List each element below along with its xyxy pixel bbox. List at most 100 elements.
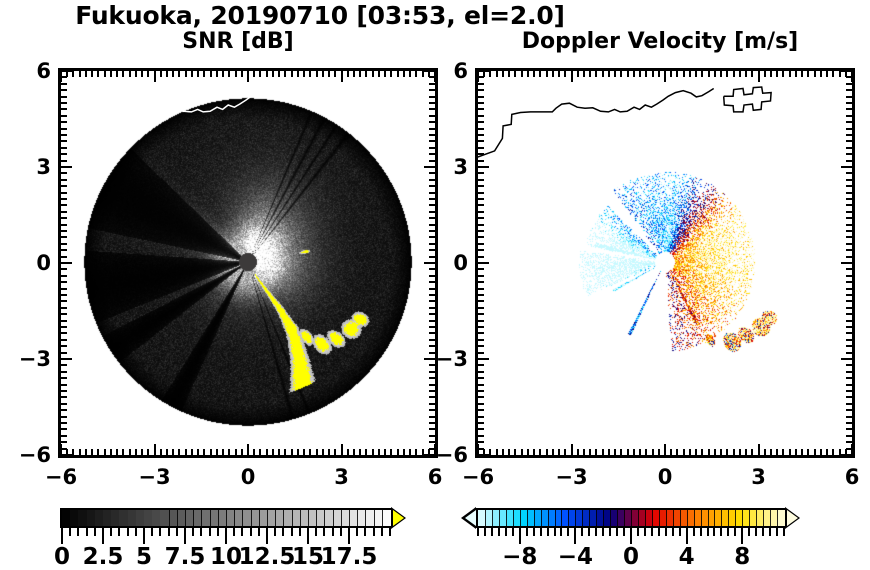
plot-area-doppler[interactable] xyxy=(475,68,855,458)
doppler-colorbar-over-arrow-fill xyxy=(786,510,798,526)
panel-title-doppler: Doppler Velocity [m/s] xyxy=(521,29,799,54)
x-tick-left-bot xyxy=(178,449,181,455)
snr-colorbar-segment xyxy=(193,510,202,526)
snr-colorbar-segment xyxy=(62,510,71,526)
x-tick-right-bot xyxy=(514,449,517,455)
doppler-colorbar-segment xyxy=(631,510,639,526)
y-tick-left-lft xyxy=(61,230,67,232)
y-tick-right-rgt xyxy=(846,409,852,412)
y-tick-left-rgt xyxy=(429,102,435,104)
doppler-colorbar-segment xyxy=(582,510,590,526)
doppler-colorbar-minor-tick xyxy=(720,528,723,536)
snr-colorbar-minor-tick xyxy=(159,528,162,536)
y-tick-right-lft xyxy=(478,306,484,309)
snr-colorbar[interactable]: 0 2.5 5 7.5 10 12.5 15 17.5 xyxy=(52,507,406,570)
x-tick-right-bot xyxy=(676,449,679,455)
y-ticklabel-left-1: 3 xyxy=(36,155,51,179)
doppler-colorbar-minor-tick xyxy=(616,528,619,536)
snr-colorbar-segment xyxy=(176,510,186,526)
y-tick-right-rgt xyxy=(846,255,852,258)
y-tick-left-lft xyxy=(61,294,67,296)
doppler-colorbar-separator xyxy=(693,510,695,526)
x-tick-left-top xyxy=(103,71,106,77)
x-tick-left-bot xyxy=(197,449,200,455)
doppler-colorbar-segment xyxy=(596,510,604,526)
y-tick-left-lft xyxy=(61,313,67,316)
doppler-colorbar-segment xyxy=(742,510,750,526)
snr-colorbar-segment xyxy=(291,510,301,526)
x-tick-left-top xyxy=(396,71,399,77)
doppler-colorbar-separator xyxy=(533,510,535,526)
y-tick-right-lft xyxy=(478,377,484,380)
y-tick-left-rgt xyxy=(429,306,435,309)
snr-colorbar-separator xyxy=(275,510,277,526)
snr-colorbar-minor-tick xyxy=(290,528,293,536)
x-tick-left-bot xyxy=(209,449,212,455)
y-tick-right-lft xyxy=(478,108,484,111)
y-ticklabel-right-1: 3 xyxy=(453,155,468,179)
x-tick-right-top xyxy=(713,71,716,77)
doppler-colorbar-minor-tick xyxy=(546,528,549,536)
x-tick-right-bot xyxy=(751,449,754,455)
doppler-colorbar-label-3: 4 xyxy=(678,544,695,570)
doppler-colorbar-minor-tick xyxy=(650,528,653,536)
doppler-colorbar-segment xyxy=(770,510,778,526)
x-tick-right-top xyxy=(763,71,766,77)
doppler-colorbar-separator xyxy=(707,510,709,526)
snr-colorbar-segment xyxy=(144,510,153,526)
x-tick-left-top xyxy=(402,71,405,77)
x-tick-left-bot xyxy=(66,449,69,455)
doppler-colorbar-segment xyxy=(714,510,722,526)
x-tick-right-bot xyxy=(570,444,573,455)
x-tick-right-bot xyxy=(695,449,698,455)
snr-colorbar-segment xyxy=(258,510,268,526)
doppler-colorbar-separator xyxy=(540,510,542,526)
coastline-mainland xyxy=(478,87,715,158)
y-tick-left-rgt xyxy=(429,294,435,296)
y-tick-left-rgt xyxy=(429,409,435,412)
y-tick-right-rgt xyxy=(846,319,852,322)
y-tick-right-rgt xyxy=(846,402,852,405)
x-tick-left-bot xyxy=(103,449,106,455)
x-tick-right-top xyxy=(495,71,498,77)
doppler-colorbar-minor-tick xyxy=(483,528,486,536)
plot-area-snr[interactable] xyxy=(58,68,438,458)
x-ticklabel-right-4: 6 xyxy=(844,465,860,489)
doppler-colorbar-segment xyxy=(644,510,653,526)
doppler-colorbar-minor-tick xyxy=(560,528,563,536)
y-tick-right-lft xyxy=(478,95,484,98)
y-tick-right-lft xyxy=(478,358,489,360)
y-tick-left-rgt xyxy=(429,146,435,149)
y-tick-right-rgt xyxy=(846,223,852,226)
x-tick-left-top xyxy=(165,71,168,77)
doppler-colorbar-minor-tick xyxy=(643,528,646,536)
x-tick-left-bot xyxy=(409,449,412,455)
coastline-mainland xyxy=(61,87,298,158)
coastline-island xyxy=(305,86,355,113)
x-tick-left-top xyxy=(309,71,312,77)
x-tick-left-bot xyxy=(247,444,249,455)
snr-colorbar-separator xyxy=(349,510,350,526)
snr-colorbar-separator xyxy=(381,510,383,526)
y-tick-right-lft xyxy=(478,185,484,188)
snr-colorbar-separator xyxy=(357,510,359,526)
x-tick-right-bot xyxy=(558,449,561,455)
x-tick-right-bot xyxy=(726,449,729,455)
doppler-colorbar-segment xyxy=(484,510,493,526)
doppler-colorbar[interactable]: −8 −4 0 4 8 xyxy=(461,507,800,570)
y-tick-right-lft xyxy=(478,390,484,392)
x-tick-right-bot xyxy=(826,449,829,455)
doppler-colorbar-separator xyxy=(763,510,765,526)
x-tick-left-top xyxy=(259,71,262,77)
doppler-colorbar-minor-tick xyxy=(671,528,674,536)
x-tick-left-top xyxy=(415,71,418,77)
doppler-colorbar-separator xyxy=(589,510,591,526)
x-tick-right-bot xyxy=(620,449,623,455)
x-tick-right-top xyxy=(813,71,816,77)
snr-colorbar-separator xyxy=(373,510,375,526)
y-tick-left-lft xyxy=(61,422,67,424)
x-tick-left-top xyxy=(91,71,94,77)
x-tick-left-bot xyxy=(365,449,368,455)
x-tick-left-top xyxy=(359,71,362,77)
x-tick-right-top xyxy=(682,71,685,77)
